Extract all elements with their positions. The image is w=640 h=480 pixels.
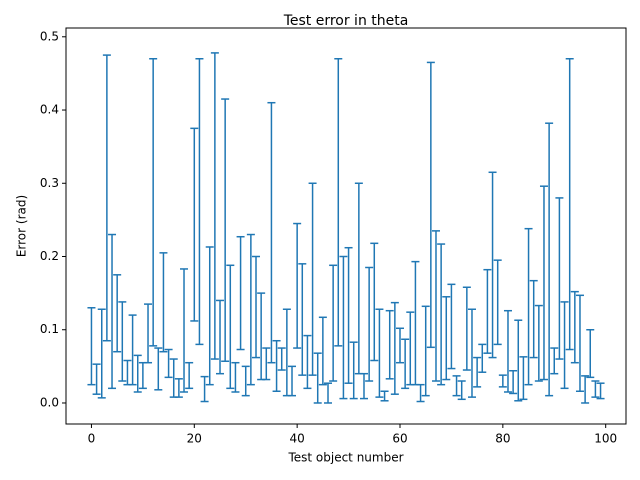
- y-tick-label: 0.4: [40, 103, 59, 117]
- y-tick-label: 0.5: [40, 29, 59, 43]
- chart-title: Test error in theta: [283, 13, 409, 29]
- x-axis-label: Test object number: [287, 451, 403, 465]
- x-tick-label: 60: [392, 432, 407, 446]
- y-tick-label: 0.1: [40, 322, 59, 336]
- x-tick-label: 100: [594, 432, 617, 446]
- y-tick-label: 0.3: [40, 176, 59, 190]
- x-tick-label: 20: [187, 432, 202, 446]
- x-tick-label: 80: [495, 432, 510, 446]
- y-axis-label: Error (rad): [15, 195, 29, 257]
- y-tick-label: 0.2: [40, 249, 59, 263]
- x-tick-label: 0: [88, 432, 96, 446]
- x-tick-label: 40: [290, 432, 305, 446]
- y-tick-label: 0.0: [40, 395, 59, 409]
- plot-frame: [65, 27, 627, 425]
